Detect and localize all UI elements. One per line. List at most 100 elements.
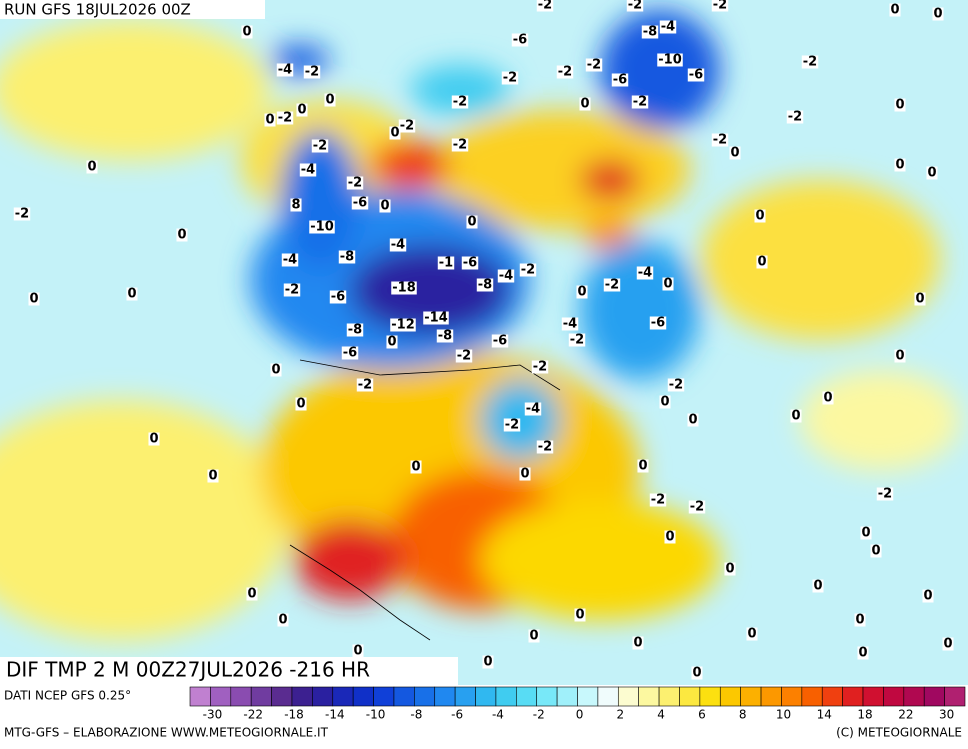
- contour-label: -6: [343, 346, 357, 361]
- contour-label-bg: [556, 65, 574, 79]
- contour-label-bg: [246, 587, 258, 601]
- contour-label-bg: [519, 467, 531, 481]
- contour-label: -2: [348, 176, 362, 191]
- copyright-label: (C) METEOGIORNALE: [836, 726, 962, 740]
- contour-label: 0: [577, 285, 586, 300]
- contour-label-bg: [688, 500, 706, 514]
- contour-label: 0: [660, 395, 669, 410]
- contour-label: -6: [493, 334, 507, 349]
- contour-label-bg: [942, 637, 954, 651]
- contour-label: -6: [463, 256, 477, 271]
- contour-label-bg: [754, 209, 766, 223]
- contour-label-bg: [631, 95, 649, 109]
- contour-label-bg: [389, 238, 407, 252]
- contour-label-bg: [636, 266, 654, 280]
- contour-label-bg: [603, 278, 621, 292]
- contour-label-bg: [926, 166, 938, 180]
- contour-label-bg: [482, 655, 494, 669]
- contour-label: -2: [285, 283, 299, 298]
- contour-label-bg: [649, 316, 667, 330]
- contour-label: 0: [730, 146, 739, 161]
- legend-swatch: [230, 686, 252, 707]
- contour-label-bg: [894, 158, 906, 172]
- contour-label-bg: [687, 68, 705, 82]
- contour-label-bg: [579, 97, 591, 111]
- legend-swatch: [617, 686, 639, 707]
- contour-label-bg: [241, 25, 253, 39]
- contour-label: 0: [387, 335, 396, 350]
- contour-label-bg: [352, 644, 364, 658]
- legend-swatch: [516, 686, 538, 707]
- contour-label-bg: [451, 95, 469, 109]
- contour-label: 0: [663, 277, 672, 292]
- legend-swatch: [760, 686, 782, 707]
- legend-swatch: [352, 686, 374, 707]
- contour-label: 0: [638, 459, 647, 474]
- contour-label: -8: [643, 25, 657, 40]
- contour-label-bg: [857, 646, 869, 660]
- contour-label: -2: [305, 65, 319, 80]
- contour-label-bg: [626, 0, 644, 12]
- contour-label-bg: [641, 25, 659, 39]
- contour-label: 0: [871, 544, 880, 559]
- contour-label-bg: [283, 283, 301, 297]
- run-box: [0, 0, 265, 19]
- contour-label-bg: [476, 278, 494, 292]
- contour-label: -12: [391, 318, 415, 333]
- contour-label-bg: [324, 93, 336, 107]
- legend-tick-label: -18: [284, 708, 304, 722]
- legend-tick-label: 22: [898, 708, 913, 722]
- contour-label: 0: [87, 160, 96, 175]
- contour-label: -2: [453, 138, 467, 153]
- contour-label: 0: [823, 391, 832, 406]
- title-box: [0, 657, 458, 685]
- legend-swatch: [475, 686, 497, 707]
- contour-label: 0: [353, 644, 362, 659]
- contour-label-bg: [519, 263, 537, 277]
- contour-label: -2: [538, 440, 552, 455]
- contour-label-bg: [667, 378, 685, 392]
- legend-tick-label: 2: [617, 708, 625, 722]
- contour-label: -2: [558, 65, 572, 80]
- contour-label-bg: [290, 198, 302, 212]
- credit-label: MTG-GFS – ELABORAZIONE WWW.METEOGIORNALE…: [4, 726, 329, 740]
- contour-label: -2: [587, 58, 601, 73]
- legend-swatch: [883, 686, 905, 707]
- legend-tick-label: -22: [243, 708, 263, 722]
- contour-label: -18: [392, 281, 416, 296]
- contour-label-bg: [659, 20, 677, 34]
- contour-label-bg: [561, 317, 579, 331]
- contour-label-bg: [664, 530, 676, 544]
- contour-label: -4: [661, 20, 675, 35]
- contour-label: 0: [380, 199, 389, 214]
- contour-label: -1: [439, 256, 453, 271]
- contour-label: 0: [177, 228, 186, 243]
- contour-label: -2: [505, 418, 519, 433]
- contour-label: 0: [265, 113, 274, 128]
- contour-label: 0: [755, 209, 764, 224]
- contour-label: 0: [895, 98, 904, 113]
- contour-label: 0: [927, 166, 936, 181]
- contour-label-bg: [662, 277, 674, 291]
- contour-label-bg: [351, 196, 369, 210]
- contour-label-bg: [854, 613, 866, 627]
- contour-label: 0: [575, 608, 584, 623]
- legend-swatch: [454, 686, 476, 707]
- contour-label: -2: [605, 278, 619, 293]
- contour-label-bg: [497, 269, 515, 283]
- contour-label-bg: [338, 250, 356, 264]
- contour-label-bg: [585, 58, 603, 72]
- contour-label: 0: [325, 93, 334, 108]
- contour-label: 0: [467, 215, 476, 230]
- contour-label: -6: [331, 290, 345, 305]
- legend-tick-label: -4: [492, 708, 504, 722]
- contour-label: -2: [570, 333, 584, 348]
- legend-swatch: [250, 686, 272, 707]
- contour-label: -4: [283, 253, 297, 268]
- contour-label: 0: [297, 103, 306, 118]
- legend-swatch: [699, 686, 721, 707]
- contour-label: -4: [638, 266, 652, 281]
- contour-label-bg: [503, 418, 521, 432]
- map-title: DIF TMP 2 M 00Z27JUL2026 -216 HR: [6, 658, 370, 682]
- contour-label: 8: [291, 198, 300, 213]
